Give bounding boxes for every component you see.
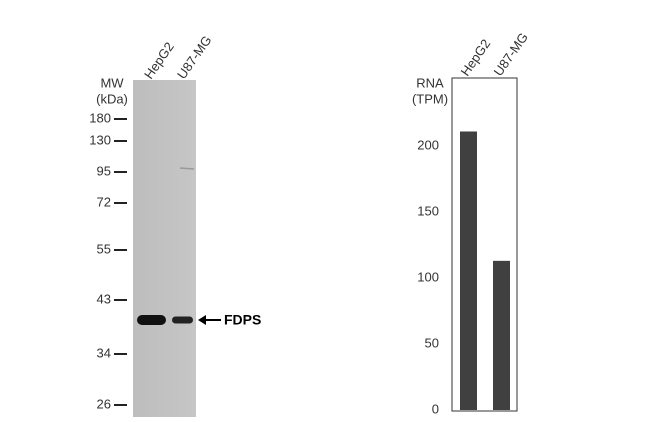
mw-unit: (kDa) [96,91,128,106]
band [137,315,166,325]
y-tick-label: 100 [417,269,439,284]
y-tick-label: 50 [425,335,439,350]
arrow-head [198,315,206,325]
mw-marker: 130 [89,132,111,147]
target-label: FDPS [224,312,261,328]
faint-band [179,167,195,170]
plot-frame [451,77,518,412]
bar [493,260,510,410]
y-tick-label: 150 [417,203,439,218]
y-tick-label: 200 [417,137,439,152]
y-tick-label: 0 [432,401,439,416]
mw-marker: 26 [97,396,111,411]
mw-marker: 34 [97,345,111,360]
mw-marker: 55 [97,241,111,256]
x-tick-label: U87-MG [490,30,530,79]
mw-marker: 72 [97,194,111,209]
band [172,316,193,324]
y-axis-label: (TPM) [412,91,448,106]
mw-title: MW [100,75,124,90]
y-axis-label: RNA [416,75,444,90]
bar [460,131,477,411]
x-tick-label: HepG2 [457,36,493,78]
mw-marker: 180 [89,110,111,125]
mw-marker: 95 [97,163,111,178]
blot-membrane [133,80,196,417]
lane-label: U87-MG [174,33,214,82]
mw-marker: 43 [97,291,111,306]
lane-label: HepG2 [141,39,177,81]
